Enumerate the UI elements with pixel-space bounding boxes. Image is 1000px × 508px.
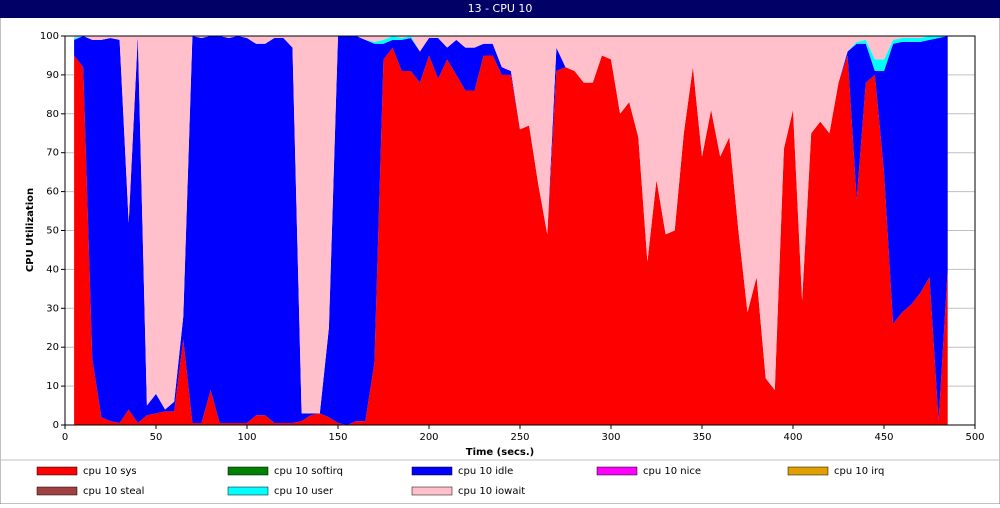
title-bar [0, 0, 1000, 18]
x-tick-label: 200 [419, 432, 438, 443]
x-tick-label: 500 [965, 432, 984, 443]
legend-swatch [227, 486, 269, 496]
legend-label: cpu 10 softirq [274, 466, 343, 477]
legend-swatch [787, 466, 829, 476]
x-tick-label: 150 [328, 432, 347, 443]
y-tick-label: 60 [46, 187, 59, 198]
y-tick-label: 70 [46, 148, 59, 159]
legend-swatch [596, 466, 638, 476]
y-tick-label: 0 [53, 420, 59, 431]
y-tick-label: 20 [46, 342, 59, 353]
x-tick-label: 50 [150, 432, 163, 443]
x-axis-label: Time (secs.) [466, 447, 535, 458]
area [74, 36, 948, 414]
area [74, 36, 948, 425]
y-tick-label: 100 [40, 31, 59, 42]
legend-label: cpu 10 iowait [458, 486, 525, 497]
y-tick-label: 30 [46, 303, 59, 314]
y-tick-label: 50 [46, 226, 59, 237]
x-tick-label: 0 [62, 432, 68, 443]
legend-swatch [36, 486, 78, 496]
legend-swatch [411, 486, 453, 496]
area [74, 47, 948, 426]
y-tick-label: 40 [46, 264, 59, 275]
plot-border [64, 35, 976, 426]
x-tick-label: 450 [874, 432, 893, 443]
legend-label: cpu 10 nice [643, 466, 701, 477]
x-tick-label: 400 [783, 432, 802, 443]
x-tick-label: 100 [237, 432, 256, 443]
legend-label: cpu 10 idle [458, 466, 513, 477]
legend-swatch [227, 466, 269, 476]
legend-swatch [411, 466, 453, 476]
legend-label: cpu 10 steal [83, 486, 144, 497]
x-tick-label: 250 [510, 432, 529, 443]
y-tick-label: 80 [46, 109, 59, 120]
legend-label: cpu 10 sys [83, 466, 137, 477]
x-tick-label: 350 [692, 432, 711, 443]
chart-title: 13 - CPU 10 [468, 2, 533, 15]
legend-label: cpu 10 user [274, 486, 334, 497]
y-tick-label: 90 [46, 70, 59, 81]
legend-swatch [36, 466, 78, 476]
y-tick-label: 10 [46, 381, 59, 392]
x-tick-label: 300 [601, 432, 620, 443]
legend-label: cpu 10 irq [834, 466, 884, 477]
y-axis-label: CPU Utilization [25, 188, 36, 272]
